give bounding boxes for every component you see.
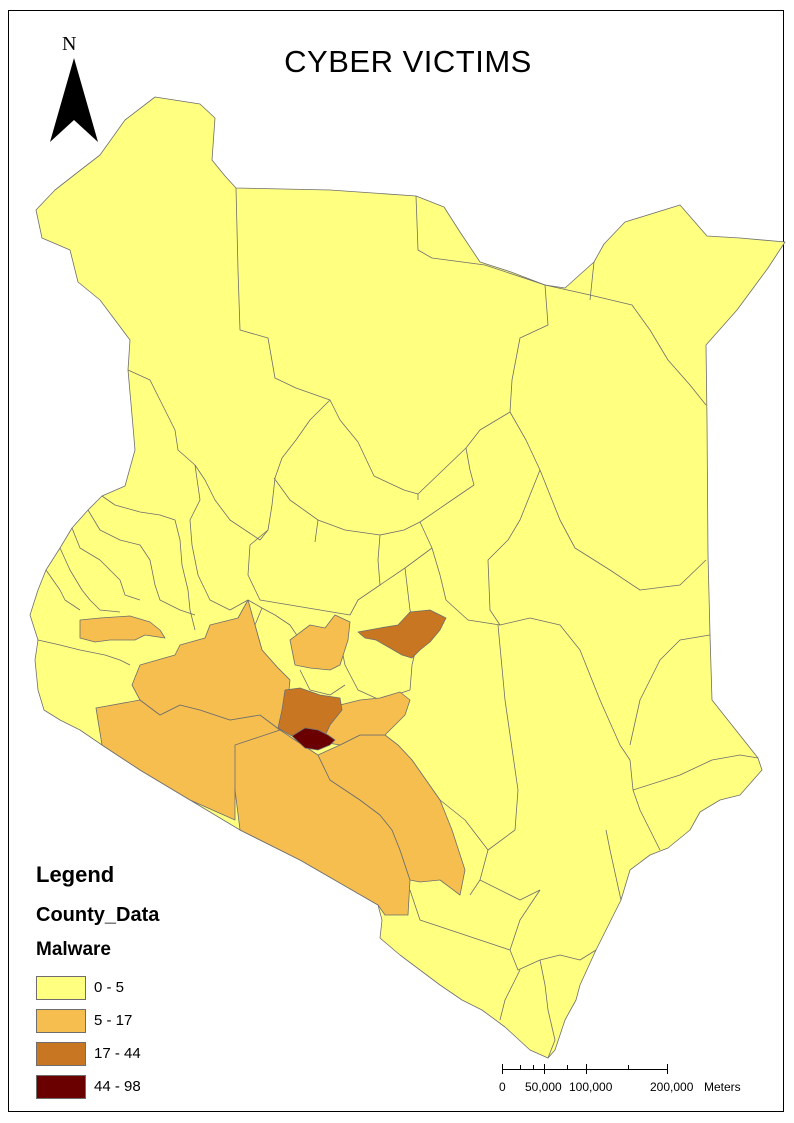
legend-swatch [36, 975, 86, 1000]
legend-item: 0 - 5 [36, 971, 236, 1004]
legend-field-name: Malware [36, 939, 111, 960]
country-outline [29, 96, 786, 1059]
scale-unit: Meters [704, 1080, 741, 1094]
county-5-17-c [131, 599, 291, 731]
north-arrow-icon [50, 58, 98, 142]
legend-label: 0 - 5 [94, 979, 125, 996]
legend-label: 17 - 44 [94, 1045, 141, 1062]
scale-tick [586, 1064, 587, 1074]
scale-label-200000: 200,000 [650, 1080, 694, 1094]
legend-title: Legend [36, 862, 115, 887]
scale-tick [544, 1064, 545, 1074]
scale-label-0: 0 [499, 1080, 506, 1094]
legend-swatch [36, 1074, 86, 1099]
county-5-17-e [317, 734, 466, 896]
county-17-44-b [277, 687, 343, 743]
map-frame [8, 10, 784, 1112]
scale-bar-line [502, 1069, 667, 1070]
scale-tick [533, 1065, 534, 1070]
scale-tick [502, 1064, 503, 1074]
county-5-17-g [289, 614, 351, 671]
scale-label-100000: 100,000 [569, 1080, 613, 1094]
county-44-98 [291, 727, 336, 751]
county-5-17-a [79, 615, 166, 643]
scale-tick [628, 1065, 629, 1070]
legend-label: 5 - 17 [94, 1012, 133, 1029]
county-17-44-a [357, 609, 447, 659]
legend-item: 44 - 98 [36, 1070, 236, 1103]
legend-swatch [36, 1008, 86, 1033]
legend: Legend County_Data Malware 0 - 5 5 - 17 … [36, 862, 236, 1103]
scale-tick [520, 1065, 521, 1070]
scale-bar: 0 50,000 100,000 200,000 Meters [490, 1062, 750, 1102]
legend-layer-name: County_Data [36, 904, 160, 926]
legend-swatch [36, 1041, 86, 1066]
legend-item: 5 - 17 [36, 1004, 236, 1037]
north-label: N [62, 33, 77, 55]
map-title: CYBER VICTIMS [284, 44, 532, 79]
legend-item: 17 - 44 [36, 1037, 236, 1070]
legend-label: 44 - 98 [94, 1078, 141, 1095]
scale-tick [567, 1065, 568, 1070]
scale-tick [667, 1064, 668, 1074]
scale-label-50000: 50,000 [525, 1080, 562, 1094]
